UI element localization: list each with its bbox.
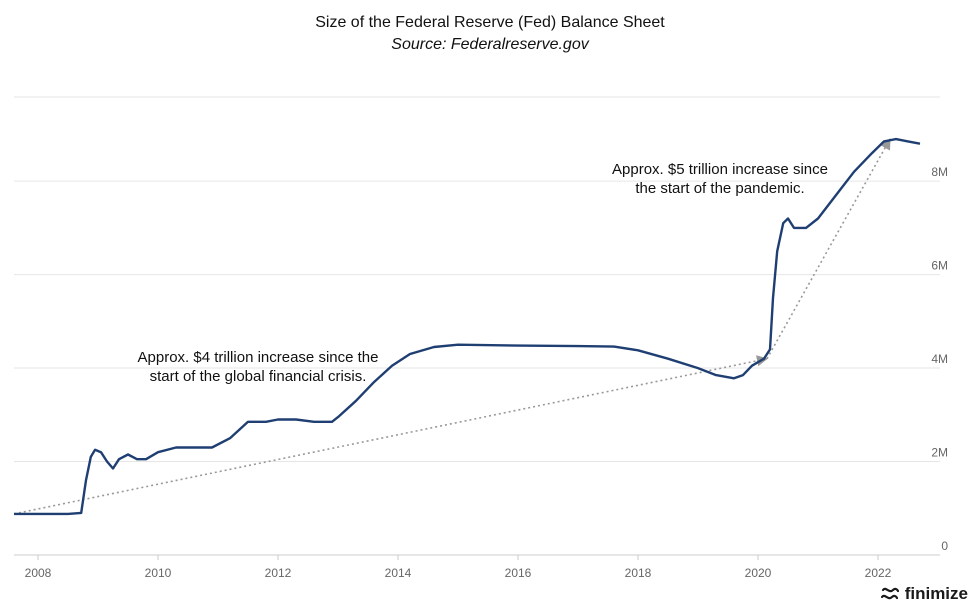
annotation-text: start of the global financial crisis. bbox=[150, 368, 367, 385]
chart-subtitle: Source: Federalreserve.gov bbox=[391, 36, 589, 53]
x-tick-label: 2022 bbox=[865, 566, 892, 580]
y-tick-label: 4M bbox=[931, 352, 948, 366]
x-tick-label: 2012 bbox=[265, 566, 292, 580]
y-tick-label: 2M bbox=[931, 446, 948, 460]
x-tick-label: 2016 bbox=[505, 566, 532, 580]
finimize-logo-icon bbox=[880, 587, 899, 600]
balance-sheet-line bbox=[14, 137, 921, 516]
annotation-text: Approx. $4 trillion increase since the bbox=[138, 349, 379, 366]
annotation-arrow bbox=[766, 138, 891, 360]
y-tick-label: 6M bbox=[931, 259, 948, 273]
x-tick-label: 2010 bbox=[145, 566, 172, 580]
y-tick-label: 0 bbox=[941, 539, 948, 553]
annotation-text: the start of the pandemic. bbox=[635, 180, 804, 197]
brand-name: finimize bbox=[904, 584, 968, 603]
chart-title: Size of the Federal Reserve (Fed) Balanc… bbox=[315, 14, 665, 31]
annotation-text: Approx. $5 trillion increase since bbox=[612, 161, 828, 178]
x-tick-label: 2008 bbox=[25, 566, 52, 580]
x-tick-label: 2020 bbox=[745, 566, 772, 580]
y-tick-label: 8M bbox=[931, 165, 948, 179]
annotation-arrow bbox=[13, 355, 769, 515]
x-tick-label: 2018 bbox=[625, 566, 652, 580]
brand-logo: finimize bbox=[880, 584, 968, 604]
x-tick-label: 2014 bbox=[385, 566, 412, 580]
